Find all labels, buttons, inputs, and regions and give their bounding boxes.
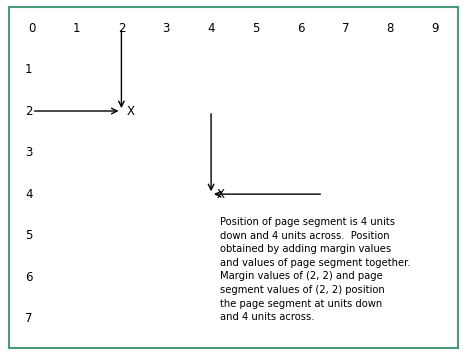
Text: 0: 0 — [28, 22, 35, 35]
Text: 4: 4 — [25, 188, 33, 201]
Text: 1: 1 — [73, 22, 80, 35]
Text: 2: 2 — [118, 22, 125, 35]
Text: 4: 4 — [207, 22, 215, 35]
Text: Position of page segment is 4 units
down and 4 units across.  Position
obtained : Position of page segment is 4 units down… — [220, 217, 410, 322]
Text: 6: 6 — [25, 271, 33, 284]
Text: 7: 7 — [342, 22, 349, 35]
Text: 5: 5 — [25, 229, 32, 242]
Text: 6: 6 — [297, 22, 304, 35]
Text: 3: 3 — [163, 22, 170, 35]
Text: 9: 9 — [432, 22, 439, 35]
Text: 8: 8 — [387, 22, 394, 35]
Text: 2: 2 — [25, 104, 33, 118]
Text: X: X — [127, 104, 135, 118]
Text: X: X — [217, 188, 225, 201]
Text: 5: 5 — [252, 22, 260, 35]
Text: 1: 1 — [25, 63, 33, 76]
Text: 7: 7 — [25, 312, 33, 325]
Text: 3: 3 — [25, 146, 32, 159]
